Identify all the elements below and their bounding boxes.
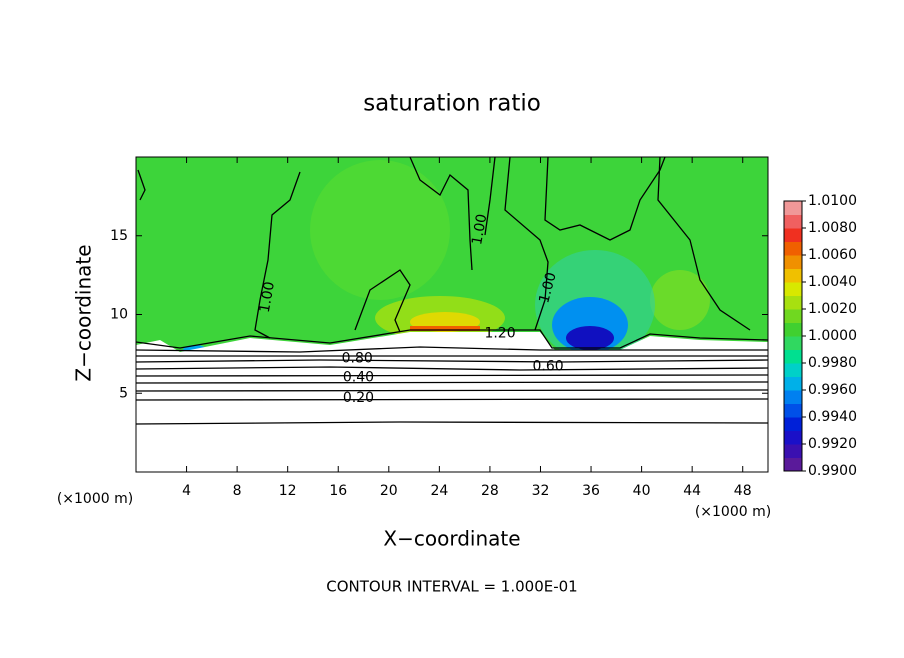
contour-line xyxy=(409,156,473,271)
x-unit-label: (×1000 m) xyxy=(695,504,771,520)
colorbar-band xyxy=(784,228,802,242)
colorbar-band xyxy=(784,322,802,337)
colorbar-band xyxy=(784,417,802,431)
colorbar-band xyxy=(784,457,802,472)
x-tick-label: 4 xyxy=(182,483,191,499)
colorbar-tick-label: 0.9960 xyxy=(808,382,857,398)
x-tick-label: 32 xyxy=(532,483,550,499)
colorbar-band xyxy=(784,255,802,269)
contour-label: 0.40 xyxy=(343,370,374,386)
contour-label: 1.00 xyxy=(257,280,278,313)
colorbar-tick-label: 1.0100 xyxy=(808,193,857,209)
x-tick-label: 24 xyxy=(430,483,448,499)
y-tick-label: 15 xyxy=(110,228,128,244)
footer-note: CONTOUR INTERVAL = 1.000E-01 xyxy=(326,578,577,596)
y-axis-title: Z−coordinate xyxy=(72,244,96,381)
contour-label: 0.80 xyxy=(342,351,373,367)
colorbar-band xyxy=(784,363,802,377)
contour-label: 1.20 xyxy=(484,325,515,341)
field-patch xyxy=(566,326,614,350)
contour-line xyxy=(137,169,146,201)
contour-line xyxy=(135,329,769,349)
field-patch xyxy=(410,326,480,331)
contour-line xyxy=(544,156,666,241)
contour-line xyxy=(354,269,411,333)
contour-label: 0.20 xyxy=(343,390,374,406)
colorbar-band xyxy=(784,336,802,350)
field xyxy=(135,156,769,472)
y-unit-label: (×1000 m) xyxy=(57,491,133,507)
colorbar-band xyxy=(784,390,802,404)
contour-label: 1.00 xyxy=(469,213,490,246)
field-patch xyxy=(310,160,450,300)
colorbar-band xyxy=(784,282,802,296)
contour-line xyxy=(135,366,769,371)
contour-line xyxy=(135,398,769,401)
contour-line xyxy=(254,171,301,339)
contour-line xyxy=(135,421,769,425)
colorbar-band xyxy=(784,349,802,364)
colorbar-tick-label: 0.9980 xyxy=(808,355,857,371)
y-tick-label: 10 xyxy=(110,307,128,323)
colorbar-band xyxy=(784,241,802,256)
colorbar-tick-label: 1.0020 xyxy=(808,301,857,317)
colorbar-tick-label: 1.0040 xyxy=(808,274,857,290)
x-tick-label: 36 xyxy=(582,483,600,499)
contour-label: 0.60 xyxy=(532,358,563,374)
colorbar-band xyxy=(784,403,802,418)
x-tick-label: 8 xyxy=(233,483,242,499)
colorbar-tick-label: 1.0060 xyxy=(808,247,857,263)
x-tick-label: 48 xyxy=(734,483,752,499)
colorbar-tick-label: 0.9940 xyxy=(808,409,857,425)
contour-line xyxy=(504,156,549,331)
x-tick-label: 28 xyxy=(481,483,499,499)
colorbar-band xyxy=(784,268,802,283)
colorbar-tick-label: 0.9920 xyxy=(808,436,857,452)
contour-line xyxy=(135,374,769,377)
colorbar-band xyxy=(784,430,802,445)
field-low xyxy=(136,332,768,472)
contour-lines xyxy=(135,156,769,425)
contour-line xyxy=(657,156,751,331)
contour-label: 1.00 xyxy=(536,271,560,305)
contour-line xyxy=(135,359,769,363)
colorbar-band xyxy=(784,295,802,310)
colorbar-tick-label: 1.0080 xyxy=(808,220,857,236)
colorbar-tick-label: 1.0000 xyxy=(808,328,857,344)
contour-line xyxy=(135,381,769,384)
colorbar-band xyxy=(784,201,802,215)
contour-line xyxy=(135,346,768,353)
x-tick-label: 44 xyxy=(683,483,701,499)
colorbar-tick-label: 0.9900 xyxy=(808,463,857,479)
contour-line xyxy=(135,389,769,392)
x-tick-label: 20 xyxy=(380,483,398,499)
contour-line xyxy=(484,156,496,236)
y-tick-label: 5 xyxy=(119,385,128,401)
field-patch xyxy=(650,270,710,330)
colorbar-band xyxy=(784,309,802,323)
x-tick-label: 16 xyxy=(329,483,347,499)
chart-title: saturation ratio xyxy=(363,91,541,117)
x-axis-title: X−coordinate xyxy=(383,527,520,551)
x-tick-label: 40 xyxy=(633,483,651,499)
colorbar-band xyxy=(784,376,802,391)
colorbar-band xyxy=(784,444,802,458)
colorbar-band xyxy=(784,214,802,229)
x-tick-label: 12 xyxy=(279,483,297,499)
